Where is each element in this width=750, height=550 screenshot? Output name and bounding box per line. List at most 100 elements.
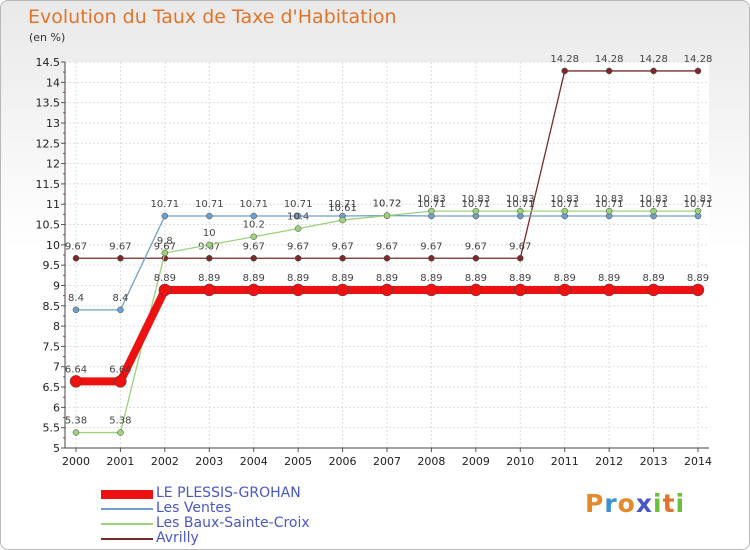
- y-axis-unit: (en %): [29, 31, 66, 44]
- data-label: 10.83: [550, 194, 579, 205]
- data-label: 8.89: [420, 273, 442, 284]
- data-label: 10.71: [239, 199, 268, 210]
- data-label: 9.67: [331, 241, 353, 252]
- data-label: 10.4: [287, 212, 309, 223]
- data-label: 10.71: [462, 199, 491, 210]
- data-label: 14.28: [595, 54, 624, 65]
- data-point: [294, 212, 302, 220]
- data-label: 8.89: [687, 273, 709, 284]
- data-point: [647, 283, 660, 297]
- x-tick-label: 2010: [506, 455, 534, 468]
- data-point: [561, 207, 568, 215]
- data-label: 10.83: [417, 194, 446, 205]
- data-label: 8.89: [198, 273, 220, 284]
- y-tick-label: 10.5: [36, 219, 61, 232]
- y-tick-label: 6: [53, 401, 60, 414]
- data-label: 8.89: [243, 273, 265, 284]
- x-tick-label: 2001: [106, 455, 134, 468]
- series-avrilly: 9.67 9.67 9.67 9.67 9.67 9.67 9.67 9.67 9.67 9.67…: [65, 54, 712, 262]
- legend-label: Avrilly: [156, 530, 199, 546]
- data-point: [605, 67, 613, 75]
- y-tick-label: 8.5: [43, 300, 61, 313]
- chart-title: Evolution du Taux de Taxe d'Habitation: [28, 6, 397, 28]
- data-point: [69, 375, 83, 388]
- data-label: 10.2: [243, 220, 265, 231]
- data-point: [117, 306, 124, 314]
- x-tick-label: 2003: [195, 455, 223, 468]
- data-point: [469, 283, 483, 297]
- y-tick-label: 13.5: [36, 97, 61, 110]
- legend-label: Les Baux-Sainte-Croix: [156, 515, 310, 531]
- data-label: 9.67: [465, 241, 487, 252]
- data-point: [694, 207, 702, 215]
- data-label: 10.71: [639, 199, 668, 210]
- y-tick-label: 12.5: [36, 137, 61, 150]
- data-label: 9.67: [287, 241, 309, 252]
- data-point: [650, 207, 657, 215]
- series-le-plessis-grohan: 6.64 6.64 8.89 8.89 8.89 8.89 8.89 8.89 8.89 8.89…: [65, 273, 709, 388]
- data-point: [117, 255, 124, 262]
- data-label: 6.64: [65, 364, 87, 375]
- data-point: [72, 429, 80, 436]
- data-point: [336, 283, 349, 297]
- y-tick-label: 6.5: [43, 381, 61, 394]
- data-label: 8.4: [112, 293, 128, 304]
- data-point: [472, 255, 480, 262]
- data-label: 10.83: [595, 194, 624, 205]
- data-point: [114, 375, 127, 388]
- data-label: 10.71: [595, 199, 624, 210]
- data-label: 10.71: [506, 199, 535, 210]
- logo-letter: x: [635, 489, 653, 518]
- data-point: [602, 283, 616, 297]
- y-tick-label: 9: [53, 279, 60, 292]
- data-label: 10.71: [417, 199, 446, 210]
- data-point: [514, 283, 527, 297]
- data-point: [72, 255, 80, 262]
- x-tick-label: 2014: [684, 455, 712, 468]
- data-label: 10.72: [373, 199, 402, 210]
- data-label: 8.89: [154, 273, 176, 284]
- data-point: [294, 255, 302, 262]
- x-tick-label: 2000: [62, 455, 90, 468]
- x-tick-label: 2009: [462, 455, 490, 468]
- data-label: 9.67: [420, 241, 442, 252]
- y-tick-label: 12: [46, 158, 60, 171]
- y-tick-label: 10: [46, 239, 60, 252]
- data-point: [206, 255, 213, 262]
- legend-label: Les Ventes: [156, 500, 232, 516]
- data-point: [158, 283, 172, 297]
- data-point: [250, 233, 257, 240]
- data-point: [72, 306, 80, 314]
- data-point: [472, 207, 480, 215]
- data-label: 10.83: [684, 194, 713, 205]
- data-label: 10.83: [506, 194, 535, 205]
- data-point: [250, 212, 257, 220]
- legend-swatch: [101, 522, 153, 526]
- data-point: [294, 225, 302, 232]
- legend-swatch: [101, 537, 153, 541]
- data-point: [561, 67, 568, 75]
- x-tick-label: 2008: [417, 455, 445, 468]
- logo-letter: i: [653, 489, 663, 518]
- data-label: 8.89: [287, 273, 309, 284]
- data-label: 8.89: [509, 273, 531, 284]
- data-point: [694, 67, 702, 75]
- data-point: [691, 283, 705, 297]
- x-tick-label: 2012: [595, 455, 623, 468]
- data-point: [247, 283, 260, 297]
- data-label: 10.61: [328, 203, 357, 214]
- data-point: [291, 283, 305, 297]
- data-point: [383, 212, 391, 219]
- y-tick-label: 7.5: [43, 340, 61, 353]
- data-label: 10.71: [328, 199, 357, 210]
- y-tick-label: 14: [46, 76, 60, 89]
- data-label: 10.72: [373, 199, 402, 210]
- x-tick-label: 2006: [329, 455, 357, 468]
- data-label: 9.67: [376, 241, 398, 252]
- data-point: [206, 212, 213, 220]
- y-tick-label: 13: [46, 117, 60, 130]
- proxiti-logo: Proxiti: [585, 489, 685, 518]
- data-label: 10.71: [684, 199, 713, 210]
- data-label: 10.71: [284, 199, 313, 210]
